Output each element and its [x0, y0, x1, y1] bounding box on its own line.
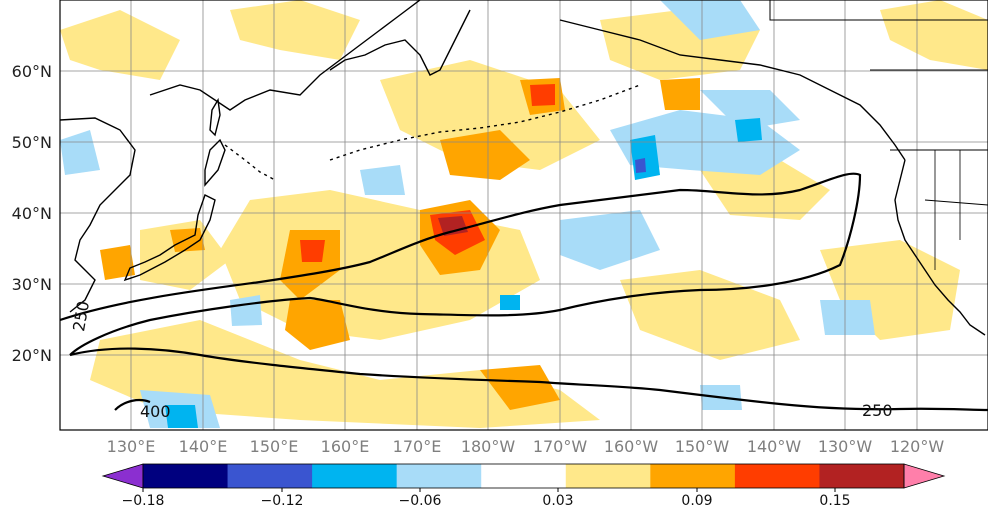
graticule	[60, 0, 988, 430]
lat-label: 40°N	[12, 204, 52, 223]
lon-label: 130°E	[107, 437, 156, 456]
colorbar-swatch	[734, 464, 820, 488]
map-border	[59, 0, 988, 431]
kamchatka-coastline	[329, 9, 471, 76]
canada-border	[769, 0, 988, 206]
longitude-labels: 130°E 140°E 150°E 160°E 170°E 180°W 170°…	[107, 437, 945, 456]
colorbar-swatch	[565, 464, 651, 488]
latitude-labels: 60°N 50°N 40°N 30°N 20°N	[12, 62, 52, 365]
positive-anomaly-region	[438, 216, 468, 236]
us-states	[934, 150, 961, 270]
negative-anomaly-region	[660, 0, 760, 40]
negative-anomaly-region	[165, 405, 198, 428]
colorbar-tick-label: −0.12	[261, 493, 304, 509]
climatology-contours	[60, 172, 988, 412]
sakhalin-coastline	[209, 97, 221, 137]
lon-label: 170°E	[393, 437, 442, 456]
colorbar-tick-label: 0.09	[681, 493, 712, 509]
lon-label: 140°E	[179, 437, 228, 456]
negative-anomaly-region	[230, 295, 262, 326]
negative-anomaly-region	[700, 90, 800, 130]
contour-line-north	[60, 172, 862, 356]
lon-label: 170°W	[533, 437, 588, 456]
na-coastline	[894, 159, 986, 336]
lon-label: 180°W	[461, 437, 516, 456]
colorbar-tick-label: −0.06	[399, 493, 442, 509]
positive-anomaly-region	[530, 84, 555, 106]
lon-label: 150°E	[250, 437, 299, 456]
colorbar-extend-max	[903, 463, 946, 489]
lat-label: 30°N	[12, 275, 52, 294]
alaska-coastline	[559, 19, 906, 161]
colorbar	[101, 463, 946, 492]
japan-coastline	[123, 194, 216, 282]
positive-anomaly-region	[660, 78, 700, 110]
lon-label: 130°W	[818, 437, 873, 456]
colorbar-tick-labels: −0.18 −0.12 −0.06 0.03 0.09 0.15	[122, 493, 851, 509]
lon-label: 160°E	[321, 437, 370, 456]
positive-anomaly-region	[280, 230, 340, 300]
negative-anomaly-region	[820, 300, 875, 335]
colorbar-swatch	[396, 464, 482, 488]
negative-anomaly-region	[635, 158, 646, 173]
lat-label: 60°N	[12, 62, 52, 81]
contour-line-west	[114, 399, 151, 411]
negative-anomaly-region	[60, 130, 100, 175]
positive-anomaly-region	[60, 10, 180, 80]
colorbar-extend-min	[101, 463, 144, 489]
colorbar-swatch	[481, 464, 567, 488]
positive-anomaly-region	[140, 220, 230, 290]
negative-anomaly-region	[560, 210, 660, 270]
positive-anomaly-region	[440, 130, 530, 180]
positive-anomaly-region	[480, 365, 560, 410]
coastlines	[60, 0, 988, 336]
negative-anomaly-region	[735, 118, 762, 142]
negative-anomaly-region	[360, 165, 405, 195]
lon-label: 120°W	[890, 437, 945, 456]
negative-anomaly-region	[500, 295, 520, 310]
russia-coastline	[149, 0, 421, 111]
asia-coastline	[60, 117, 136, 313]
positive-anomaly-region	[300, 240, 325, 262]
lat-label: 50°N	[12, 133, 52, 152]
contour-label-400: 400	[140, 402, 171, 421]
positive-anomaly-region	[170, 228, 205, 252]
contour-label-250-east: 250	[862, 401, 893, 420]
lon-label: 160°W	[604, 437, 659, 456]
positive-anomaly-region	[700, 160, 830, 220]
contour-line-south	[69, 347, 988, 412]
colorbar-tick-label: 0.15	[819, 493, 850, 509]
positive-anomaly-region	[880, 0, 988, 70]
hokkaido-coastline	[204, 138, 226, 187]
colorbar-swatch	[143, 464, 229, 488]
positive-anomaly-region	[230, 0, 360, 60]
colorbar-swatch	[227, 464, 313, 488]
colorbar-swatch	[819, 464, 905, 488]
lat-label: 20°N	[12, 346, 52, 365]
lon-label: 140°W	[747, 437, 802, 456]
colorbar-swatch	[312, 464, 398, 488]
colorbar-tick-label: −0.18	[122, 493, 165, 509]
colorbar-swatch	[650, 464, 736, 488]
colorbar-border	[142, 463, 905, 489]
lon-label: 150°W	[675, 437, 730, 456]
positive-anomaly-region	[100, 245, 135, 280]
colorbar-tick-label: 0.03	[542, 493, 573, 509]
positive-anomaly-region	[285, 300, 350, 350]
